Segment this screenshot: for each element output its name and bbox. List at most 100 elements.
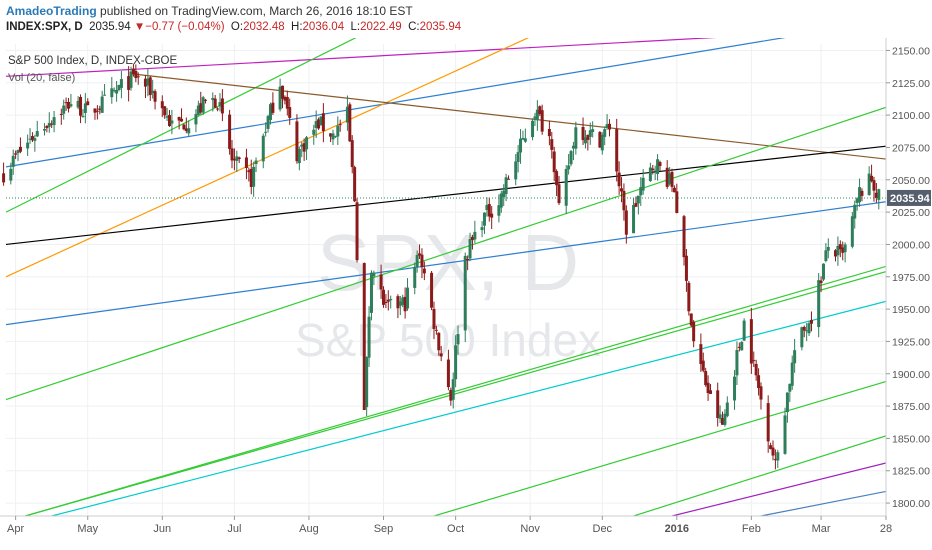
candle-body bbox=[569, 151, 573, 165]
candle-body bbox=[329, 133, 333, 137]
time-tick-label: Aug bbox=[299, 523, 319, 535]
candle-body bbox=[220, 98, 224, 114]
candle-body bbox=[624, 210, 628, 235]
candle-body bbox=[422, 268, 426, 274]
candle-body bbox=[434, 329, 438, 331]
candle-body bbox=[557, 184, 561, 204]
candle-body bbox=[9, 168, 13, 181]
price-axis[interactable]: 1800.00 1825.00 1850.00 1875.00 1900.00 1925.… bbox=[885, 38, 930, 516]
candle-body bbox=[372, 272, 376, 277]
candle-body bbox=[11, 155, 15, 167]
candle-body bbox=[480, 227, 484, 231]
candle-body bbox=[117, 85, 121, 90]
candle-body bbox=[228, 114, 232, 149]
candle-body bbox=[874, 192, 878, 199]
candle-body bbox=[33, 138, 37, 141]
candle-body bbox=[800, 327, 804, 348]
candle-body bbox=[396, 296, 400, 309]
candle-body bbox=[535, 109, 539, 121]
candle-body bbox=[516, 152, 520, 162]
price-tick-label: 1950.00 bbox=[892, 304, 930, 316]
candle-body bbox=[586, 134, 590, 140]
candle-body bbox=[571, 145, 575, 149]
candle-body bbox=[95, 110, 99, 112]
time-tick-label: 2016 bbox=[665, 523, 689, 535]
candle-body bbox=[167, 115, 171, 127]
candle-body bbox=[620, 188, 624, 192]
chart-area[interactable]: SPX, D S&P 500 Index 1800.001825.001850.… bbox=[0, 38, 932, 550]
candle-body bbox=[288, 107, 292, 118]
candle-body bbox=[872, 180, 876, 191]
time-axis[interactable]: Apr May Jun Jul Aug Sep Oct Nov Dec 2016 Feb Mar 28 bbox=[0, 515, 892, 535]
candle-body bbox=[581, 126, 585, 140]
price-chart[interactable]: SPX, D S&P 500 Index 1800.001825.001850.… bbox=[0, 38, 932, 550]
time-tick-label: Nov bbox=[520, 523, 540, 535]
candle-body bbox=[50, 123, 54, 125]
candle-body bbox=[735, 350, 739, 376]
candle-body bbox=[776, 452, 780, 461]
candle-body bbox=[18, 146, 22, 152]
candle-body bbox=[348, 104, 352, 142]
candle-body bbox=[110, 88, 114, 98]
candle-body bbox=[490, 213, 494, 218]
candle-body bbox=[146, 78, 150, 86]
candle-body bbox=[127, 76, 131, 90]
candle-body bbox=[415, 254, 419, 267]
trendline bbox=[51, 300, 886, 516]
trendline bbox=[25, 265, 886, 516]
change-value: −0.77 (−0.04%) bbox=[145, 21, 225, 33]
candle-body bbox=[634, 203, 638, 207]
price-tick-label: 2075.00 bbox=[892, 142, 930, 154]
candle-body bbox=[353, 167, 357, 202]
time-tick-label: Mar bbox=[812, 523, 831, 535]
candle-body bbox=[403, 296, 407, 312]
candle-body bbox=[870, 175, 874, 182]
last-price-label: 2035.94 bbox=[890, 193, 931, 205]
candle-body bbox=[843, 244, 847, 253]
candle-body bbox=[170, 120, 174, 124]
candle-body bbox=[115, 89, 119, 94]
candle-body bbox=[684, 255, 688, 281]
low-value: 2022.49 bbox=[360, 21, 402, 33]
candle-body bbox=[740, 342, 744, 351]
candle-body bbox=[216, 108, 220, 110]
price-tick-label: 2050.00 bbox=[892, 175, 930, 187]
candle-body bbox=[600, 134, 604, 151]
trendline bbox=[5, 38, 530, 278]
candle-body bbox=[389, 298, 393, 301]
candle-body bbox=[670, 171, 674, 187]
candle-body bbox=[502, 190, 506, 197]
candle-body bbox=[523, 138, 527, 142]
close-label: C: bbox=[408, 21, 420, 33]
candle-body bbox=[836, 246, 840, 256]
candle-body bbox=[199, 103, 203, 113]
candle-body bbox=[98, 108, 102, 110]
candle-body bbox=[858, 187, 862, 203]
candle-body bbox=[134, 70, 138, 79]
candle-body bbox=[177, 116, 181, 121]
candle-body bbox=[28, 138, 32, 140]
candle-body bbox=[708, 390, 712, 394]
candle-body bbox=[567, 165, 571, 170]
candle-body bbox=[350, 140, 354, 168]
author-link[interactable]: AmadeoTrading bbox=[6, 4, 97, 18]
candle-body bbox=[648, 167, 652, 182]
candle-body bbox=[622, 190, 626, 211]
candle-body bbox=[665, 167, 669, 187]
candle-body bbox=[47, 122, 51, 127]
candle-body bbox=[379, 274, 383, 290]
last-price-box bbox=[887, 189, 931, 206]
candle-body bbox=[773, 459, 777, 461]
candle-body bbox=[30, 136, 34, 141]
candle-body bbox=[319, 116, 323, 125]
candle-body bbox=[550, 139, 554, 150]
trendline bbox=[5, 201, 886, 326]
candle-body bbox=[785, 392, 789, 413]
candle-body bbox=[687, 282, 691, 312]
price-tick-label: 1800.00 bbox=[892, 498, 930, 510]
candle-body bbox=[401, 297, 405, 305]
ohlc-line: INDEX:SPX, D 2035.94 ▼−0.77 (−0.04%) O:2… bbox=[6, 21, 461, 33]
candles bbox=[2, 63, 881, 470]
candle-body bbox=[769, 445, 773, 449]
candle-body bbox=[456, 334, 460, 345]
